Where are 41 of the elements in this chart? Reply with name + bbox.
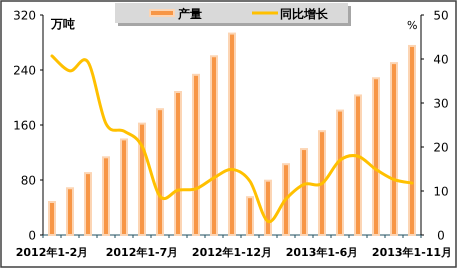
bar bbox=[84, 172, 92, 236]
bar bbox=[318, 130, 326, 236]
y2-tick-label: 40 bbox=[433, 52, 449, 66]
bar bbox=[210, 55, 218, 236]
bar bbox=[48, 201, 56, 236]
y2-axis-title: % bbox=[407, 19, 418, 32]
bar bbox=[156, 108, 164, 236]
bar bbox=[192, 74, 200, 236]
bar bbox=[264, 180, 272, 236]
bar bbox=[174, 91, 182, 236]
bar bbox=[66, 187, 74, 236]
bar bbox=[120, 138, 128, 236]
bar bbox=[408, 44, 416, 236]
y2-tick-label: 10 bbox=[433, 184, 449, 198]
bar bbox=[102, 156, 110, 236]
bar bbox=[390, 62, 398, 236]
y2-tick-label: 20 bbox=[433, 140, 449, 154]
y-tick-label: 80 bbox=[20, 174, 36, 188]
y-tick-label: 320 bbox=[13, 8, 36, 22]
y2-tick-label: 30 bbox=[433, 96, 449, 110]
bar bbox=[138, 122, 146, 236]
bar bbox=[300, 148, 308, 236]
x-tick-label: 2012年1-12月 bbox=[192, 246, 272, 259]
bar bbox=[246, 196, 254, 236]
y-tick-label: 0 bbox=[28, 228, 36, 242]
legend-label: 同比增长 bbox=[280, 7, 329, 21]
x-tick-label: 2013年1-6月 bbox=[286, 246, 358, 259]
bar bbox=[282, 163, 290, 236]
y2-tick-label: 0 bbox=[437, 228, 445, 242]
y-tick-label: 160 bbox=[13, 118, 36, 132]
x-tick-label: 2013年1-11月 bbox=[372, 246, 452, 259]
y-axis-title: 万吨 bbox=[50, 17, 75, 31]
bar bbox=[228, 32, 236, 236]
bar bbox=[372, 77, 380, 236]
y-tick-label: 240 bbox=[13, 64, 36, 78]
bar bbox=[354, 94, 362, 236]
x-tick-label: 2012年1-7月 bbox=[106, 246, 178, 259]
legend-label: 产量 bbox=[177, 7, 202, 21]
y2-tick-label: 50 bbox=[433, 8, 449, 22]
bar bbox=[336, 110, 344, 236]
x-tick-label: 2012年1-2月 bbox=[16, 246, 88, 259]
